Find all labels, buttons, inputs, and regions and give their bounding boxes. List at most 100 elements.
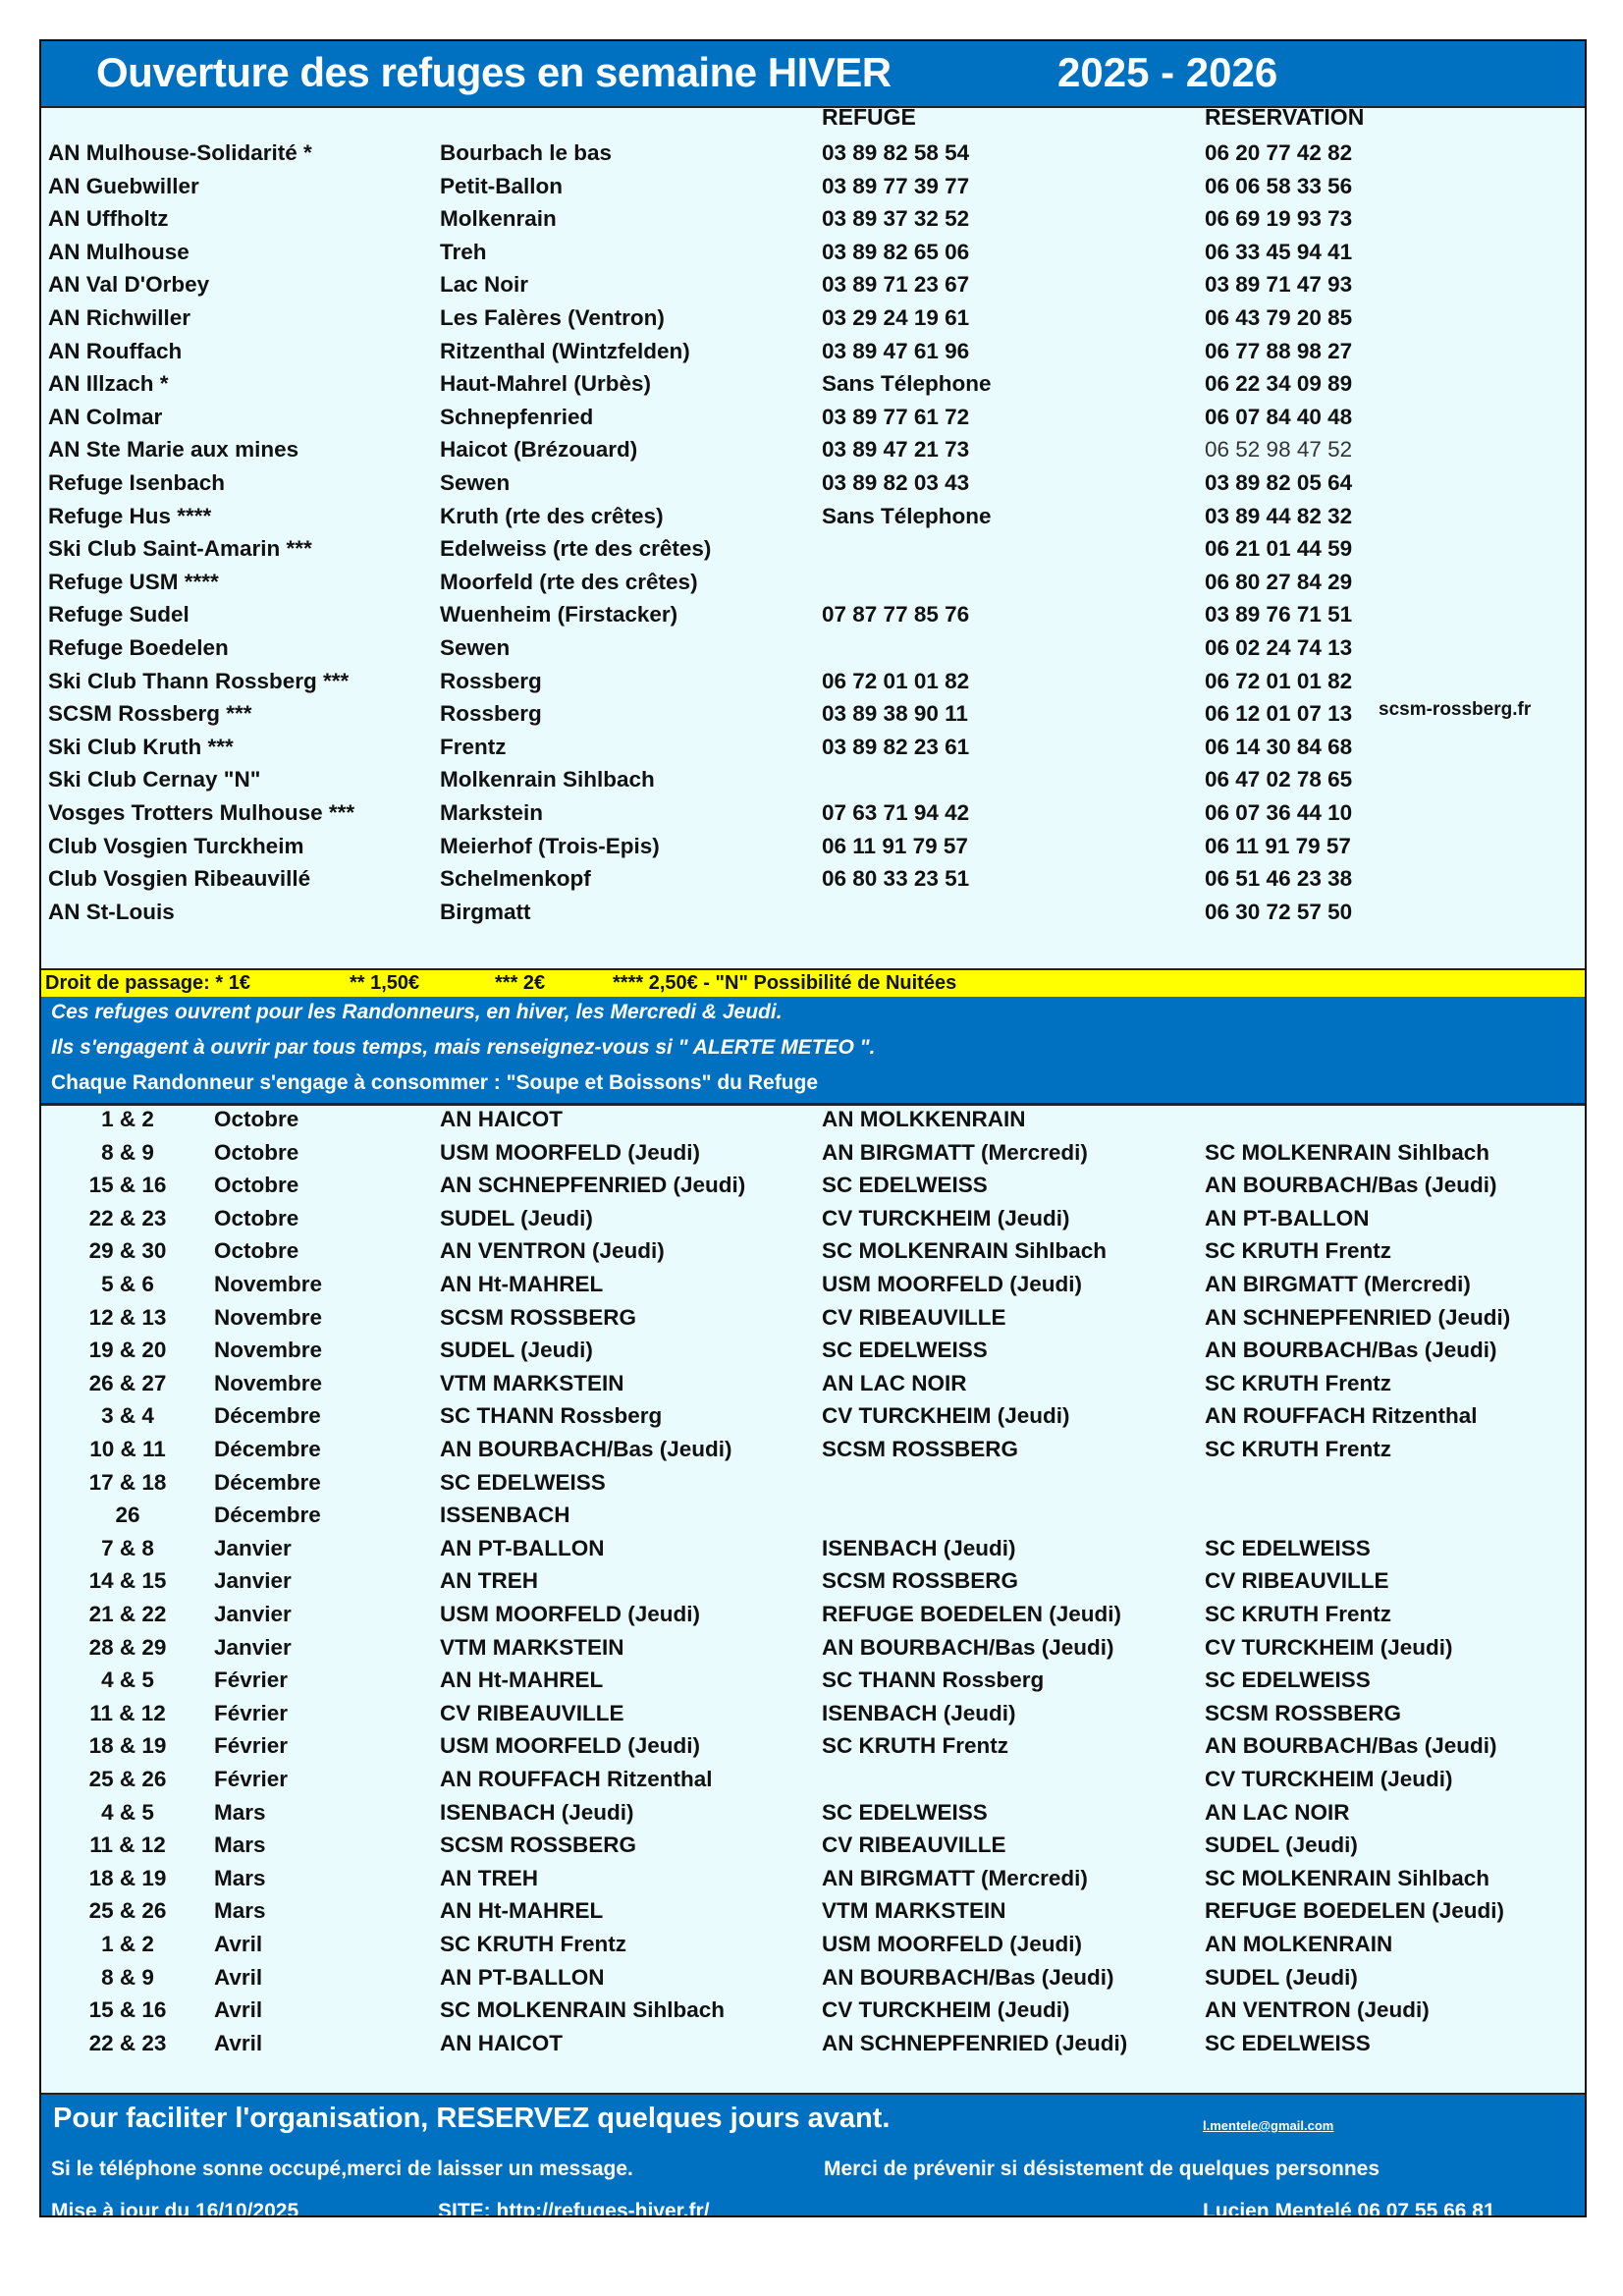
- refuge-club: AN Mulhouse: [48, 239, 189, 264]
- schedule-refuge-3: AN BOURBACH/Bas (Jeudi): [1205, 1173, 1497, 1198]
- refuge-refuge: Haicot (Brézouard): [440, 437, 638, 463]
- schedule-row: 15 & 16 Avril SC MOLKENRAIN Sihlbach CV TUR…: [41, 1997, 1585, 2030]
- refuge-tel: 03 89 82 23 61: [822, 734, 970, 759]
- schedule-refuge-2: ISENBACH (Jeudi): [822, 1535, 1016, 1560]
- refuge-tel: 07 87 77 85 76: [822, 602, 970, 628]
- schedule-refuge-3: SUDEL (Jeudi): [1205, 1964, 1358, 1990]
- refuge-row: Ski Club Cernay "N" Molkenrain Sihlbach 06…: [41, 767, 1585, 799]
- schedule-refuge-2: SC EDELWEISS: [822, 1338, 988, 1363]
- refuge-club: AN Val D'Orbey: [48, 272, 210, 298]
- schedule-refuge-3: REFUGE BOEDELEN (Jeudi): [1205, 1898, 1505, 1924]
- refuge-row: Club Vosgien Turckheim Meierhof (Trois-Ep…: [41, 834, 1585, 866]
- schedule-dates: 17 & 18: [88, 1469, 167, 1495]
- refuge-refuge: Ritzenthal (Wintzfelden): [440, 338, 690, 363]
- refuge-row: AN Mulhouse-Solidarité * Bourbach le bas 0…: [41, 140, 1585, 173]
- refuge-refuge: Meierhof (Trois-Epis): [440, 833, 660, 858]
- refuge-refuge: Rossberg: [440, 668, 542, 693]
- refuge-tel: 03 89 71 23 67: [822, 272, 970, 298]
- refuge-club: AN Mulhouse-Solidarité *: [48, 140, 312, 165]
- schedule-row: 26 Décembre ISSENBACH: [41, 1503, 1585, 1535]
- schedule-row: 17 & 18 Décembre SC EDELWEISS: [41, 1470, 1585, 1503]
- schedule-refuge-3: SC MOLKENRAIN Sihlbach: [1205, 1139, 1490, 1165]
- refuge-club: Club Vosgien Turckheim: [48, 833, 304, 858]
- schedule-month: Novembre: [214, 1370, 323, 1395]
- refuge-refuge: Wuenheim (Firstacker): [440, 602, 678, 628]
- schedule-month: Février: [214, 1767, 289, 1791]
- schedule-row: 5 & 6 Novembre AN Ht-MAHREL USM MOORFELD (J…: [41, 1272, 1585, 1304]
- season-years: 2025 - 2026: [1057, 49, 1278, 95]
- refuge-row: AN Mulhouse Treh 03 89 82 65 06 06 33 45 94…: [41, 240, 1585, 272]
- column-header-refuge: REFUGE: [822, 104, 916, 130]
- schedule-refuge-3: SCSM ROSSBERG: [1205, 1700, 1402, 1725]
- schedule-refuge-1: AN PT-BALLON: [440, 1964, 605, 1990]
- schedule-month: Décembre: [214, 1403, 321, 1429]
- schedule-month: Janvier: [214, 1535, 292, 1560]
- refuge-resa: 06 22 34 09 89: [1205, 371, 1353, 397]
- schedule-dates: 26: [115, 1503, 140, 1528]
- schedule-refuge-1: VTM MARKSTEIN: [440, 1634, 624, 1660]
- refuge-row: AN Richwiller Les Falères (Ventron) 03 29 …: [41, 305, 1585, 338]
- refuge-club: AN Colmar: [48, 404, 163, 429]
- contact: Lucien Mentelé 06 07 55 66 81: [1203, 2200, 1495, 2217]
- schedule-row: 10 & 11 Décembre AN BOURBACH/Bas (Jeudi) SC…: [41, 1437, 1585, 1469]
- refuge-row: AN St-Louis Birgmatt 06 30 72 57 50: [41, 900, 1585, 932]
- info-line-2: Ils s'engagent à ouvrir par tous temps, …: [51, 1036, 876, 1059]
- footer: Pour faciliter l'organisation, RESERVEZ …: [41, 2093, 1585, 2217]
- email-link[interactable]: l.mentele@gmail.com: [1203, 2118, 1334, 2133]
- schedule-refuge-2: USM MOORFELD (Jeudi): [822, 1932, 1082, 1956]
- refuge-resa: 06 33 45 94 41: [1205, 239, 1353, 264]
- schedule-dates: 26 & 27: [88, 1370, 167, 1395]
- refuge-row: AN Rouffach Ritzenthal (Wintzfelden) 03 89…: [41, 339, 1585, 371]
- schedule-dates: 11 & 12: [89, 1832, 166, 1858]
- schedule-refuge-3: AN BOURBACH/Bas (Jeudi): [1205, 1338, 1497, 1363]
- fee-4: **** 2,50€ - "N" Possibilité de Nuitées: [613, 972, 957, 994]
- refuge-refuge: Markstein: [440, 800, 544, 825]
- schedule-refuge-1: SUDEL (Jeudi): [440, 1205, 593, 1230]
- refuge-tel: 03 89 77 61 72: [822, 404, 970, 429]
- schedule-row: 3 & 4 Décembre SC THANN Rossberg CV TURCKHE…: [41, 1403, 1585, 1436]
- refuge-refuge: Treh: [440, 239, 487, 264]
- schedule-dates: 8 & 9: [101, 1964, 154, 1990]
- schedule-month: Décembre: [214, 1469, 321, 1495]
- schedule-refuge-3: AN VENTRON (Jeudi): [1205, 1997, 1430, 2023]
- refuge-club: Ski Club Cernay "N": [48, 767, 261, 793]
- refuge-club: AN Richwiller: [48, 305, 191, 330]
- refuge-resa: 06 80 27 84 29: [1205, 569, 1353, 594]
- schedule-refuge-2: AN BIRGMATT (Mercredi): [822, 1139, 1088, 1165]
- schedule-refuge-3: SC EDELWEISS: [1205, 1535, 1371, 1560]
- title-bar: Ouverture des refuges en semaine HIVER 2…: [41, 41, 1585, 108]
- schedule-dates: 14 & 15: [88, 1568, 167, 1594]
- schedule-refuge-2: SC EDELWEISS: [822, 1173, 988, 1198]
- schedule-row: 21 & 22 Janvier USM MOORFELD (Jeudi) REFUGE…: [41, 1602, 1585, 1634]
- schedule-row: 25 & 26 Février AN ROUFFACH Ritzenthal CV T…: [41, 1767, 1585, 1799]
- refuge-resa: 06 72 01 01 82: [1205, 668, 1353, 693]
- schedule-dates: 22 & 23: [88, 2030, 167, 2055]
- refuge-resa: 06 47 02 78 65: [1205, 767, 1353, 793]
- refuge-tel: 03 89 47 21 73: [822, 437, 970, 463]
- fee-1: Droit de passage: * 1€: [45, 972, 250, 994]
- schedule-month: Janvier: [214, 1634, 292, 1660]
- schedule-dates: 10 & 11: [89, 1437, 166, 1461]
- refuge-tel: 03 89 37 32 52: [822, 206, 970, 232]
- refuge-resa: 06 77 88 98 27: [1205, 338, 1353, 363]
- schedule-month: Mars: [214, 1865, 266, 1890]
- schedule-refuge-3: CV RIBEAUVILLE: [1205, 1568, 1389, 1594]
- refuge-row: Ski Club Kruth *** Frentz 03 89 82 23 61 06…: [41, 735, 1585, 767]
- reserve-notice: Pour faciliter l'organisation, RESERVEZ …: [53, 2103, 891, 2134]
- site-link[interactable]: SITE: http://refuges-hiver.fr/: [438, 2200, 710, 2217]
- schedule-refuge-1: SCSM ROSSBERG: [440, 1304, 637, 1330]
- schedule-refuge-1: AN SCHNEPFENRIED (Jeudi): [440, 1173, 746, 1198]
- schedule-refuge-2: SCSM ROSSBERG: [822, 1568, 1019, 1594]
- schedule-refuge-1: AN HAICOT: [440, 2030, 563, 2055]
- refuge-refuge: Sewen: [440, 470, 511, 495]
- refuge-refuge: Haut-Mahrel (Urbès): [440, 371, 652, 397]
- schedule-refuge-3: AN ROUFFACH Ritzenthal: [1205, 1403, 1478, 1429]
- schedule-row: 26 & 27 Novembre VTM MARKSTEIN AN LAC NOIR S…: [41, 1371, 1585, 1403]
- refuge-resa: 03 89 44 82 32: [1205, 503, 1353, 528]
- page-title: Ouverture des refuges en semaine HIVER: [96, 49, 892, 95]
- schedule-refuge-2: CV TURCKHEIM (Jeudi): [822, 1997, 1070, 2023]
- refuge-club: AN Ste Marie aux mines: [48, 437, 299, 463]
- info-band: Ces refuges ouvrent pour les Randonneurs…: [41, 997, 1585, 1106]
- schedule-month: Octobre: [214, 1238, 299, 1264]
- schedule-row: 19 & 20 Novembre SUDEL (Jeudi) SC EDELWEISS…: [41, 1338, 1585, 1370]
